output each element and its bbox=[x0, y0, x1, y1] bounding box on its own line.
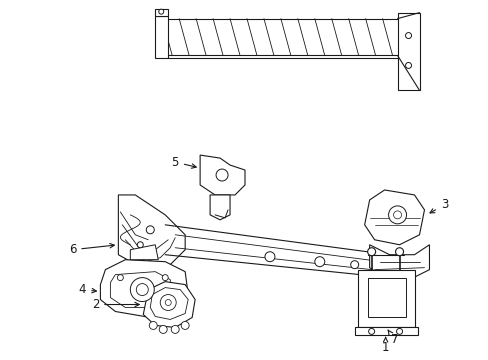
Text: 7: 7 bbox=[387, 330, 398, 346]
Circle shape bbox=[368, 328, 374, 334]
Text: 2: 2 bbox=[91, 298, 139, 311]
Circle shape bbox=[146, 226, 154, 234]
Text: 3: 3 bbox=[429, 198, 447, 213]
Circle shape bbox=[388, 206, 406, 224]
Circle shape bbox=[137, 242, 143, 248]
Polygon shape bbox=[155, 9, 168, 15]
Polygon shape bbox=[130, 245, 158, 260]
Circle shape bbox=[216, 169, 227, 181]
Polygon shape bbox=[118, 195, 185, 270]
Circle shape bbox=[367, 248, 375, 256]
Text: 4: 4 bbox=[79, 283, 96, 296]
Circle shape bbox=[396, 328, 402, 334]
Circle shape bbox=[162, 275, 168, 280]
Polygon shape bbox=[367, 278, 405, 318]
Polygon shape bbox=[397, 13, 419, 90]
Circle shape bbox=[393, 211, 401, 219]
Polygon shape bbox=[100, 260, 188, 318]
Polygon shape bbox=[200, 155, 244, 195]
Polygon shape bbox=[369, 245, 428, 280]
Circle shape bbox=[149, 321, 157, 329]
Circle shape bbox=[405, 62, 411, 68]
Circle shape bbox=[350, 261, 358, 269]
Circle shape bbox=[117, 275, 123, 280]
Text: 5: 5 bbox=[171, 156, 196, 168]
Polygon shape bbox=[357, 270, 414, 328]
Circle shape bbox=[136, 284, 148, 296]
Circle shape bbox=[159, 9, 163, 14]
Circle shape bbox=[160, 294, 176, 310]
Polygon shape bbox=[158, 19, 399, 55]
Polygon shape bbox=[110, 272, 172, 307]
Polygon shape bbox=[354, 328, 417, 336]
Circle shape bbox=[159, 325, 167, 333]
Polygon shape bbox=[210, 195, 229, 220]
Polygon shape bbox=[143, 282, 195, 328]
Polygon shape bbox=[155, 15, 168, 58]
Circle shape bbox=[395, 248, 403, 256]
Circle shape bbox=[181, 321, 189, 329]
Circle shape bbox=[405, 32, 411, 39]
Polygon shape bbox=[150, 288, 188, 319]
Circle shape bbox=[314, 257, 324, 267]
Circle shape bbox=[165, 300, 171, 306]
Text: 1: 1 bbox=[381, 338, 388, 354]
Circle shape bbox=[264, 252, 274, 262]
Polygon shape bbox=[364, 190, 424, 245]
Circle shape bbox=[130, 278, 154, 302]
Text: 6: 6 bbox=[69, 243, 114, 256]
Circle shape bbox=[171, 325, 179, 333]
